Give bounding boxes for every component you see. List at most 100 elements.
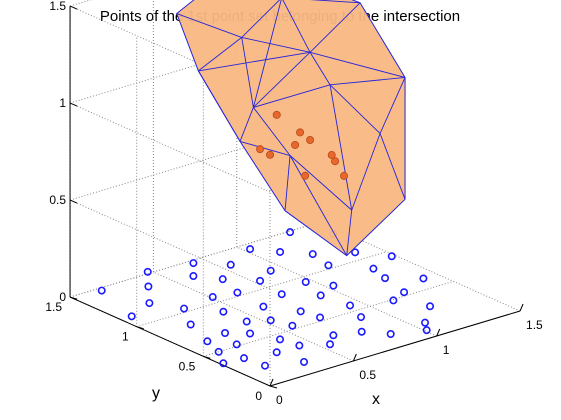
grid-line xyxy=(319,221,521,312)
hull-edge xyxy=(197,70,241,142)
data-point xyxy=(421,318,430,327)
data-point xyxy=(272,348,281,357)
x-tick-mark xyxy=(352,353,357,362)
hull-edge xyxy=(309,2,361,53)
data-point xyxy=(189,272,198,281)
data-point xyxy=(259,302,268,311)
y-tick-mark xyxy=(269,385,278,389)
hull-edge xyxy=(379,133,406,200)
z-tick-mark xyxy=(69,5,78,10)
y-tick-label: 0 xyxy=(255,389,262,403)
hull-edge xyxy=(198,37,242,72)
data-point xyxy=(300,357,309,366)
x-tick-mark xyxy=(269,378,274,387)
data-point xyxy=(261,361,270,370)
point-set-1 xyxy=(97,228,435,370)
data-point xyxy=(329,331,338,340)
data-point xyxy=(97,286,106,295)
data-point xyxy=(208,293,217,302)
hull-edge xyxy=(252,0,282,108)
z-tick-label: 0 xyxy=(59,290,66,304)
x-tick-label: 0.5 xyxy=(359,368,376,382)
data-point xyxy=(276,247,285,256)
hull-edge xyxy=(346,210,353,256)
hull-edge xyxy=(253,84,331,108)
data-point xyxy=(346,301,355,310)
data-point xyxy=(326,340,335,349)
hull-edge xyxy=(241,0,281,38)
hull-edge xyxy=(239,107,254,142)
data-point xyxy=(419,274,428,283)
x-tick-label: 1 xyxy=(443,343,450,357)
data-point xyxy=(233,288,242,297)
data-point xyxy=(381,274,390,283)
hull-edge xyxy=(351,133,381,211)
x-tick-mark xyxy=(436,328,441,337)
data-point xyxy=(144,282,153,291)
data-point xyxy=(246,329,255,338)
hull-edge xyxy=(176,13,242,38)
data-point xyxy=(221,329,230,338)
hull-edge xyxy=(289,155,348,256)
intersection-hull xyxy=(176,0,406,257)
x-tick-mark xyxy=(519,303,524,312)
intersection-point xyxy=(256,145,265,154)
grid-line xyxy=(236,246,437,337)
data-point xyxy=(357,313,366,322)
y-axis-line xyxy=(69,296,271,387)
data-point xyxy=(186,320,195,329)
hull-edge xyxy=(309,52,331,86)
hull-edge xyxy=(289,155,353,211)
hull-edge xyxy=(329,84,381,134)
hull-edge xyxy=(330,77,406,86)
data-point xyxy=(277,290,286,299)
data-point xyxy=(214,347,223,356)
data-point xyxy=(246,245,255,254)
hull-edge xyxy=(239,140,291,156)
data-point xyxy=(387,252,396,261)
y-axis-label: y xyxy=(152,385,160,402)
y-tick-label: 0.5 xyxy=(179,359,196,373)
intersection-point xyxy=(291,140,300,149)
grid-line xyxy=(69,102,271,193)
data-point xyxy=(329,281,338,290)
x-tick-label: 0 xyxy=(276,393,283,407)
data-point xyxy=(127,312,136,321)
data-point xyxy=(266,266,275,275)
data-point xyxy=(145,299,154,308)
data-point xyxy=(316,291,325,300)
data-point xyxy=(301,278,310,287)
data-point xyxy=(288,321,297,330)
hull-edge xyxy=(284,155,291,211)
hull-edge xyxy=(379,77,406,134)
grid-line xyxy=(136,251,387,328)
hull-edge xyxy=(329,84,353,211)
data-point xyxy=(180,304,189,313)
y-tick-mark xyxy=(203,355,211,359)
data-point xyxy=(422,326,431,335)
intersection-point xyxy=(272,110,281,119)
hull-edge xyxy=(309,0,361,4)
grid-line xyxy=(153,271,354,362)
data-point xyxy=(189,259,198,268)
x-axis-line xyxy=(269,310,521,387)
z-tick-mark xyxy=(69,199,78,204)
data-point xyxy=(286,228,295,237)
hull-edge xyxy=(241,37,254,108)
z-tick-label: 1.5 xyxy=(49,0,66,13)
data-point xyxy=(242,317,251,326)
y-tick-mark xyxy=(69,296,78,300)
hull-surface xyxy=(176,0,406,257)
data-point xyxy=(240,354,249,363)
hull-edge xyxy=(198,51,311,72)
hull-edge xyxy=(253,51,311,108)
data-point xyxy=(218,275,227,284)
data-point xyxy=(143,267,152,276)
hull-edge xyxy=(282,0,311,53)
intersection-point xyxy=(301,171,310,180)
axes xyxy=(69,5,524,389)
data-point xyxy=(295,341,304,350)
data-point xyxy=(276,335,285,344)
data-point xyxy=(308,250,317,259)
